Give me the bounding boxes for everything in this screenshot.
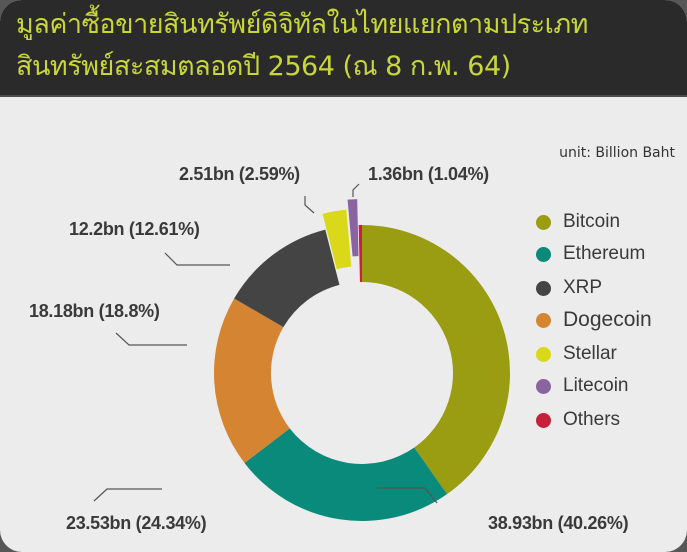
legend-dot-icon [536,312,551,328]
donut-slice-bitcoin [362,225,511,495]
chart-title-line-2: สินทรัพย์สะสมตลอดปี 2564 (ณ 8 ก.พ. 64) [16,51,511,82]
legend-label: Bitcoin [563,211,621,232]
legend-item-dogecoin: Dogecoin [536,306,652,334]
data-label-bitcoin: 38.93bn (40.26%) [488,513,629,533]
data-label-ethereum: 23.53bn (24.34%) [66,513,207,533]
legend-dot-icon [536,412,551,428]
data-label-xrp: 12.2bn (12.61%) [69,219,200,239]
legend-item-stellar: Stellar [536,340,617,368]
legend-item-ethereum: Ethereum [536,240,645,268]
donut-slice-dogecoin [214,298,290,463]
donut-slice-xrp [234,229,340,328]
legend-label: Stellar [563,343,617,364]
legend-dot-icon [536,346,551,362]
legend-label: Others [563,409,621,430]
leader-line-dogecoin [115,332,187,346]
legend-label: Ethereum [563,243,646,264]
leader-line-bitcoin [377,487,438,504]
legend-item-xrp: XRP [536,274,602,302]
donut-slice-others [358,225,362,283]
legend-label: XRP [563,277,603,298]
leader-line-ethereum [93,488,162,502]
legend-label: Litecoin [563,375,629,396]
title-header: มูลค่าซื้อขายสินทรัพย์ดิจิทัลในไทยแยกตาม… [0,0,687,97]
legend-dot-icon [536,246,551,262]
legend-item-others: Others [536,406,620,434]
legend-label: Dogecoin [563,308,652,331]
leader-line-stellar [304,196,315,214]
donut-slice-litecoin [347,199,359,257]
donut-slice-ethereum [244,428,448,521]
legend-item-litecoin: Litecoin [536,372,629,400]
data-label-litecoin: 1.36bn (1.04%) [368,164,489,184]
leader-lines [93,183,438,504]
chart-title-line-1: มูลค่าซื้อขายสินทรัพย์ดิจิทัลในไทยแยกตาม… [16,9,588,40]
legend-item-bitcoin: Bitcoin [536,208,620,236]
donut-slice-stellar [322,209,352,270]
legend-dot-icon [536,378,551,394]
legend-dot-icon [536,280,551,296]
leader-line-litecoin [352,183,360,197]
data-label-dogecoin: 18.18bn (18.8%) [29,301,160,321]
donut-slices [214,199,511,521]
leader-line-xrp [164,252,230,266]
data-label-stellar: 2.51bn (2.59%) [179,164,300,184]
legend-dot-icon [536,214,551,230]
unit-label: unit: Billion Baht [559,145,675,161]
